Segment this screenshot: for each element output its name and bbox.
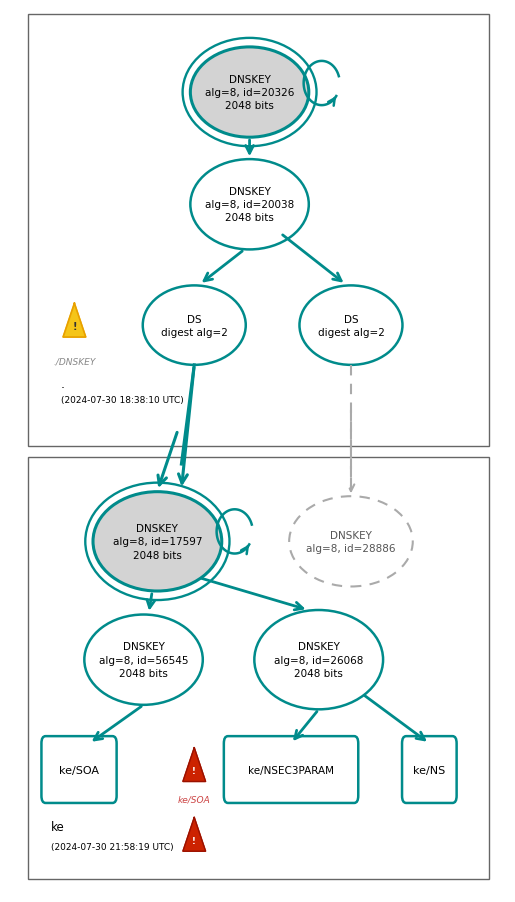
Text: !: ! [72, 322, 77, 332]
FancyBboxPatch shape [41, 736, 116, 803]
FancyBboxPatch shape [28, 457, 489, 879]
Text: ke: ke [52, 820, 65, 833]
Polygon shape [183, 817, 205, 851]
Text: DNSKEY
alg=8, id=28886: DNSKEY alg=8, id=28886 [306, 530, 396, 553]
FancyBboxPatch shape [224, 736, 358, 803]
Text: DNSKEY
alg=8, id=20326
2048 bits: DNSKEY alg=8, id=20326 2048 bits [205, 75, 294, 111]
Text: DS
digest alg=2: DS digest alg=2 [318, 314, 384, 337]
Text: DS
digest alg=2: DS digest alg=2 [161, 314, 228, 337]
Text: ./DNSKEY: ./DNSKEY [53, 357, 96, 366]
FancyBboxPatch shape [28, 15, 489, 446]
Ellipse shape [254, 611, 383, 710]
Polygon shape [63, 304, 85, 337]
Text: ke/SOA: ke/SOA [59, 765, 99, 775]
Text: ke/NS: ke/NS [413, 765, 445, 775]
Text: DNSKEY
alg=8, id=20038
2048 bits: DNSKEY alg=8, id=20038 2048 bits [205, 187, 294, 223]
Ellipse shape [143, 286, 246, 365]
Ellipse shape [84, 615, 203, 705]
Text: .: . [61, 377, 64, 391]
Text: (2024-07-30 21:58:19 UTC): (2024-07-30 21:58:19 UTC) [52, 842, 174, 851]
Text: ke/SOA: ke/SOA [178, 795, 211, 804]
Ellipse shape [191, 48, 309, 138]
Text: DNSKEY
alg=8, id=17597
2048 bits: DNSKEY alg=8, id=17597 2048 bits [113, 523, 202, 560]
Text: ke/NSEC3PARAM: ke/NSEC3PARAM [248, 765, 334, 775]
Text: !: ! [192, 836, 196, 845]
Polygon shape [183, 748, 205, 782]
Ellipse shape [93, 492, 222, 592]
Text: (2024-07-30 18:38:10 UTC): (2024-07-30 18:38:10 UTC) [61, 396, 183, 405]
FancyBboxPatch shape [402, 736, 457, 803]
Text: !: ! [192, 766, 196, 775]
Text: DNSKEY
alg=8, id=56545
2048 bits: DNSKEY alg=8, id=56545 2048 bits [99, 641, 188, 678]
Ellipse shape [191, 160, 309, 250]
Text: DNSKEY
alg=8, id=26068
2048 bits: DNSKEY alg=8, id=26068 2048 bits [274, 641, 364, 678]
Ellipse shape [289, 497, 413, 587]
Ellipse shape [300, 286, 403, 365]
